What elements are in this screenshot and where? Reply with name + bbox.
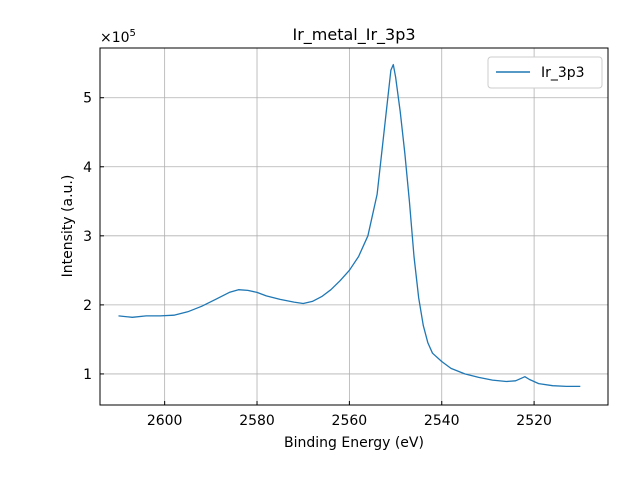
x-axis-label: Binding Energy (eV) xyxy=(284,435,424,451)
chart-title: Ir_metal_Ir_3p3 xyxy=(292,25,415,45)
x-tick-label: 2580 xyxy=(239,413,275,429)
y-tick-label: 2 xyxy=(83,298,92,314)
legend: Ir_3p3 xyxy=(487,56,603,89)
y-axis-label: Intensity (a.u.) xyxy=(60,175,76,278)
y-tick-label: 3 xyxy=(83,229,92,245)
legend-label: Ir_3p3 xyxy=(541,65,585,81)
x-tick-label: 2540 xyxy=(424,413,460,429)
y-multiplier-label: ×105 xyxy=(100,28,136,46)
plot-frame xyxy=(99,47,609,406)
series-layer xyxy=(118,63,581,388)
x-tick-label: 2560 xyxy=(332,413,368,429)
ticks-layer: 2600 2580 2560 2540 2520 1 2 3 4 5 xyxy=(83,91,552,429)
series-line xyxy=(118,63,581,388)
grid-layer xyxy=(100,48,608,405)
y-tick-label: 5 xyxy=(83,91,92,107)
y-multiplier-base: ×10 xyxy=(100,30,130,46)
legend-box xyxy=(487,56,603,89)
y-multiplier-exponent: 5 xyxy=(130,28,136,39)
x-tick-label: 2520 xyxy=(516,413,552,429)
y-tick-label: 4 xyxy=(83,160,92,176)
x-tick-label: 2600 xyxy=(147,413,183,429)
y-tick-label: 1 xyxy=(83,367,92,383)
